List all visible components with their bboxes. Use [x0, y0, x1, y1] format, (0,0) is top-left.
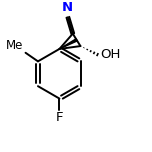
Text: F: F [56, 111, 63, 124]
Text: Me: Me [6, 39, 24, 52]
Polygon shape [59, 39, 77, 49]
Text: OH: OH [100, 48, 121, 61]
Text: N: N [62, 2, 73, 14]
